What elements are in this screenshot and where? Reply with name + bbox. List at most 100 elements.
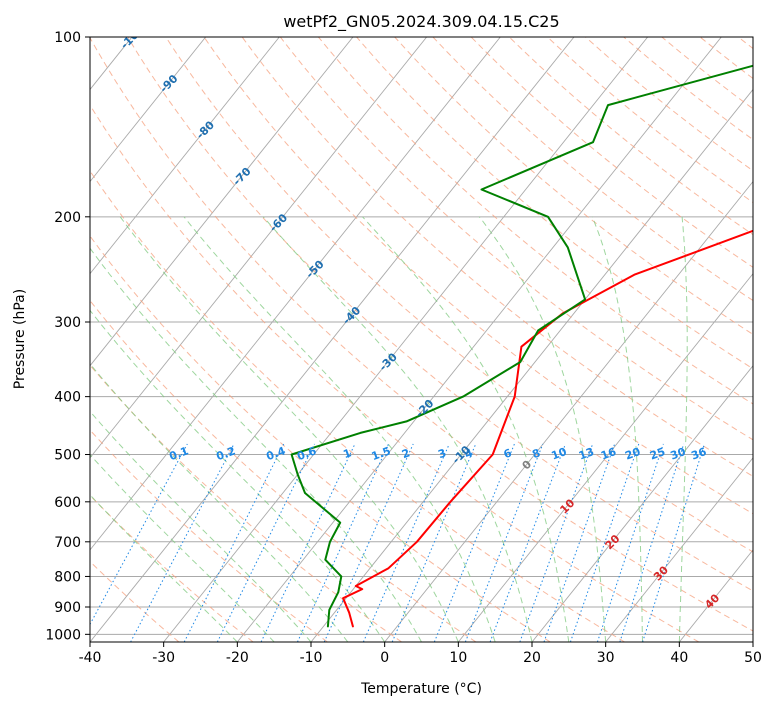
mixing-ratio-lines [90,443,705,642]
mixing-ratio-line [323,443,414,642]
mixing-ratio-label: 1 [342,446,354,461]
moist-adiabat [90,247,422,642]
dry-adiabat [279,37,753,441]
isotherm-line [90,37,280,275]
mixing-ratio-line [90,443,188,626]
chart-title: wetPf2_GN05.2024.309.04.15.C25 [283,12,559,32]
x-tick-label: -20 [226,650,249,666]
dry-adiabat [90,299,477,642]
dry-adiabat [90,494,254,642]
dry-adiabat [90,170,625,642]
dry-adiabat [90,235,551,642]
mixing-ratio-label: 0.4 [264,444,287,463]
dry-adiabat [90,104,700,642]
dry-adiabat [318,37,753,405]
mixing-ratio-line [130,443,235,642]
x-tick-label: 40 [670,650,688,666]
isotherm-line [90,37,354,367]
moist-adiabat [90,494,238,642]
mixing-ratio-label: 8 [530,446,542,461]
mixing-ratio-line [297,443,389,642]
moist-adiabat [478,216,607,642]
mixing-ratio-line [543,443,616,642]
dry-adiabats [90,37,753,642]
isotherm-line [90,37,575,642]
x-tick-label: -40 [79,650,102,666]
x-tick-label: 20 [523,650,541,666]
y-axis-ticks: 100 200 300 400 500 600 700 800 900 1000 [45,30,90,643]
isotherm-line [163,37,649,642]
y-tick-label: 500 [54,448,81,464]
mixing-ratio-line [569,443,640,642]
mixing-ratio-label: 0.1 [168,444,191,463]
dry-adiabat [356,37,753,370]
isotherm-line [457,272,753,642]
mixing-ratio-line [489,443,566,642]
isotherm-line [531,365,753,642]
moist-adiabat [262,216,533,642]
profile-series [290,64,753,628]
y-tick-label: 800 [54,569,81,585]
dry-adiabat [165,37,753,553]
mixing-ratio-label: 4 [463,446,475,461]
y-tick-label: 1000 [45,627,81,643]
mixing-ratio-line [464,443,544,642]
isotherm-line [605,457,753,642]
x-tick-label: 30 [597,650,615,666]
y-tick-label: 600 [54,495,81,511]
isotherm-line [310,88,753,642]
moist-adiabat [362,216,570,642]
mixing-ratio-label: 10 [550,445,569,463]
mixing-ratio-line [619,443,685,642]
y-tick-label: 700 [54,535,81,551]
mixing-ratio-label: 0.6 [295,444,318,463]
isotherm-line [90,37,207,183]
x-tick-label: 0 [380,650,389,666]
pressure-gridlines [90,37,753,635]
isotherm-line [90,37,501,551]
x-tick-label: -10 [300,650,323,666]
y-tick-label: 100 [54,30,81,46]
dry-adiabat [394,37,753,335]
isotherm-lines [90,37,753,642]
moist-adiabat [591,216,643,642]
mixing-ratio-line [260,443,356,642]
dry-adiabat [585,37,753,172]
moist-adiabat [678,216,688,642]
mixing-ratio-label: 3 [436,446,448,461]
plot-frame [89,36,754,643]
x-axis-ticks: -40 -30 -20 -10 0 10 20 30 40 50 [79,642,762,666]
moist-adiabat [90,363,349,642]
y-axis-label: Pressure (hPa) [12,289,28,389]
mixing-ratio-line [642,443,705,642]
isotherm-line [384,180,753,642]
mixing-ratio-label: 1.5 [370,444,393,463]
x-tick-label: 10 [449,650,467,666]
mixing-ratio-line [596,443,664,642]
mixing-ratio-label: 36 [689,445,708,463]
moist-adiabat [90,410,312,642]
mixing-ratio-line [183,443,285,642]
moist-adiabat [90,309,386,642]
temperature-profile-line [342,229,753,628]
mixing-ratio-label: 0.2 [214,444,237,463]
y-tick-label: 400 [54,390,81,406]
moist-adiabat [119,216,459,642]
dry-adiabat [203,37,753,515]
mixing-ratio-label: 25 [648,445,667,462]
mixing-ratio-line [216,443,315,642]
mixing-ratio-label: 2 [400,446,412,461]
dry-adiabat [432,37,753,302]
x-axis-label: Temperature (°C) [360,681,482,697]
x-tick-label: -30 [152,650,175,666]
dry-adiabat [241,37,753,477]
dry-adiabat [90,37,753,632]
dry-adiabat [547,37,753,204]
mixing-ratio-label: 16 [599,445,618,463]
mixing-ratio-label: 13 [577,445,596,462]
dry-adiabat [127,37,753,592]
dry-adiabat [623,37,753,141]
isotherm-line [90,37,428,459]
